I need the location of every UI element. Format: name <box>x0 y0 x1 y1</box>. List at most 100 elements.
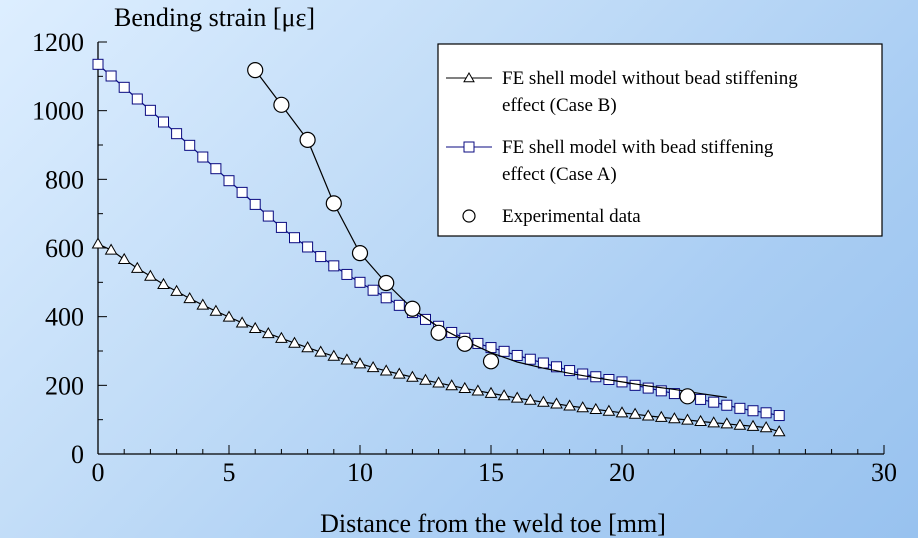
data-point-triangle <box>641 409 655 421</box>
data-point-circle <box>482 353 500 370</box>
data-point-triangle <box>261 326 275 339</box>
data-point-triangle <box>615 406 629 418</box>
data-point-square <box>537 357 549 369</box>
data-point-square <box>275 221 287 233</box>
data-point-square <box>105 70 117 82</box>
x-tick-label: 5 <box>223 458 236 487</box>
data-point-triangle <box>458 381 472 394</box>
data-point-triangle <box>537 395 550 407</box>
data-point-square <box>197 151 209 163</box>
data-point-triangle <box>510 391 524 403</box>
legend-label: effect (Case B) <box>502 95 617 116</box>
data-point-square <box>131 93 143 105</box>
data-point-triangle <box>222 310 236 322</box>
legend-box <box>437 43 883 237</box>
legend-label: FE shell model with bead stiffening <box>502 137 774 158</box>
data-point-square <box>341 268 353 280</box>
data-point-triangle <box>707 416 721 428</box>
data-point-square <box>144 104 156 116</box>
y-tick-label: 0 <box>71 440 84 469</box>
data-point-square <box>655 385 667 397</box>
data-point-triangle <box>419 373 432 385</box>
data-point-triangle <box>628 407 642 419</box>
data-point-circle <box>299 131 316 148</box>
data-point-circle <box>378 274 395 292</box>
data-point-square <box>393 299 405 311</box>
data-point-triangle <box>733 418 747 430</box>
data-point-triangle <box>379 364 393 376</box>
data-point-triangle <box>772 425 786 437</box>
data-point-triangle <box>471 384 485 396</box>
data-point-square <box>171 128 183 140</box>
data-point-square <box>249 198 261 210</box>
data-point-triangle <box>406 370 419 382</box>
data-point-circle <box>325 195 342 212</box>
series-circle <box>247 62 727 405</box>
data-point-triangle <box>432 376 445 388</box>
data-point-square <box>328 260 340 272</box>
data-point-circle <box>351 245 369 262</box>
series-triangle <box>91 237 786 437</box>
data-point-triangle <box>130 261 144 273</box>
data-point-square <box>524 353 536 365</box>
data-point-square <box>668 388 680 400</box>
y-tick-label: 600 <box>45 234 84 263</box>
data-point-square <box>446 326 458 338</box>
data-point-circle <box>273 96 290 113</box>
data-point-square <box>289 232 300 244</box>
x-tick-label: 10 <box>347 458 373 487</box>
data-point-triangle <box>445 379 459 391</box>
data-point-square <box>747 405 759 417</box>
data-point-triangle <box>196 298 210 310</box>
data-point-triangle <box>183 291 197 304</box>
x-tick-label: 20 <box>609 458 635 487</box>
legend-marker-square <box>463 141 475 153</box>
data-point-square <box>551 361 562 373</box>
y-tick-label: 200 <box>45 371 84 400</box>
data-point-triangle <box>235 316 249 328</box>
data-point-triangle <box>550 397 563 409</box>
data-point-square <box>511 349 523 361</box>
data-point-triangle <box>694 414 707 427</box>
legend-label: effect (Case A) <box>502 164 617 185</box>
data-point-triangle <box>314 345 328 357</box>
data-point-square <box>420 313 431 325</box>
data-point-triangle <box>523 393 537 405</box>
data-point-square <box>367 284 379 296</box>
data-point-square <box>564 365 576 377</box>
legend-label: Experimental data <box>502 206 641 227</box>
data-point-triangle <box>681 413 694 425</box>
data-point-square <box>734 402 746 414</box>
data-point-square <box>642 382 654 394</box>
data-point-triangle <box>301 341 314 353</box>
data-point-triangle <box>366 360 380 373</box>
data-point-triangle <box>104 243 118 255</box>
axes: 0 200 400 600 800 1000 1200 0 5 10 15 20 30 <box>32 28 897 487</box>
x-tick-label: 15 <box>478 458 504 487</box>
data-point-circle <box>679 388 696 405</box>
data-point-square <box>223 175 235 187</box>
data-point-triangle <box>654 410 668 422</box>
data-point-triangle <box>340 353 354 365</box>
data-point-square <box>262 210 274 222</box>
legend: FE shell model without bead stiffening ef… <box>437 43 883 237</box>
data-point-triangle <box>484 386 498 398</box>
data-point-square <box>184 139 196 151</box>
data-point-square <box>708 396 720 408</box>
data-point-triangle <box>602 404 616 416</box>
data-point-triangle <box>353 357 367 369</box>
data-point-triangle <box>563 399 576 411</box>
x-tick-label: 0 <box>92 458 105 487</box>
data-point-circle <box>456 335 473 352</box>
data-point-triangle <box>392 367 406 379</box>
data-point-triangle <box>589 402 603 414</box>
data-point-triangle <box>288 336 301 348</box>
legend-item-circle: Experimental data <box>462 206 641 227</box>
y-tick-label: 800 <box>45 165 84 194</box>
data-point-triangle <box>275 331 288 343</box>
data-point-triangle <box>248 321 262 333</box>
data-point-square <box>92 58 104 70</box>
data-point-square <box>472 337 484 349</box>
y-tick-label: 400 <box>45 303 84 332</box>
